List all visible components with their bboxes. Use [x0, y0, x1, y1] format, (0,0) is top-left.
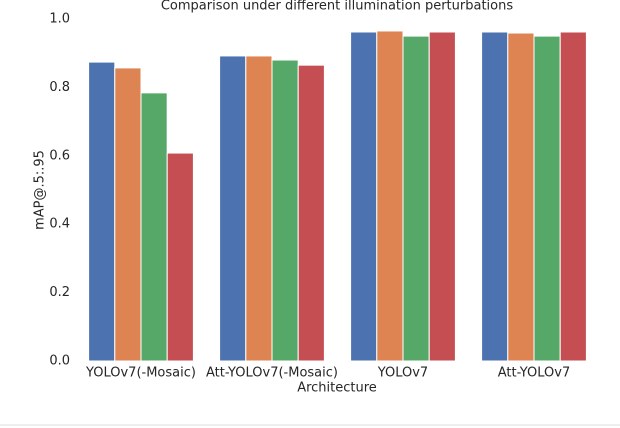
x-tick-label: Att-YOLOv7(-Mosaic)	[206, 366, 338, 381]
bar	[140, 92, 168, 362]
bar	[559, 31, 587, 362]
y-tick-label: 0.8	[49, 80, 70, 95]
bar	[166, 152, 194, 362]
bar	[271, 59, 299, 362]
bar	[297, 64, 325, 362]
y-tick-label: 0.6	[49, 148, 70, 163]
bar	[245, 55, 273, 362]
y-tick-label: 1.0	[49, 12, 70, 27]
bar	[219, 55, 247, 362]
x-tick-label: YOLOv7(-Mosaic)	[85, 366, 196, 381]
y-tick-label: 0.0	[49, 354, 70, 369]
x-tick-label: YOLOv7	[377, 366, 428, 381]
bar	[114, 67, 142, 362]
bar	[507, 32, 535, 362]
bar	[481, 31, 509, 362]
x-tick-label: Att-YOLOv7	[498, 366, 570, 381]
bar	[428, 31, 456, 362]
bar	[350, 31, 378, 362]
x-axis-label: Architecture	[297, 381, 377, 396]
y-axis-label: mAP@.5:.95	[33, 150, 48, 230]
y-tick-label: 0.2	[49, 285, 70, 300]
bar	[402, 35, 430, 362]
bar	[533, 35, 561, 362]
bar	[376, 30, 404, 362]
y-tick-label: 0.4	[49, 217, 70, 232]
chart-title: Comparison under different illumination …	[161, 0, 514, 14]
bar	[88, 61, 116, 362]
